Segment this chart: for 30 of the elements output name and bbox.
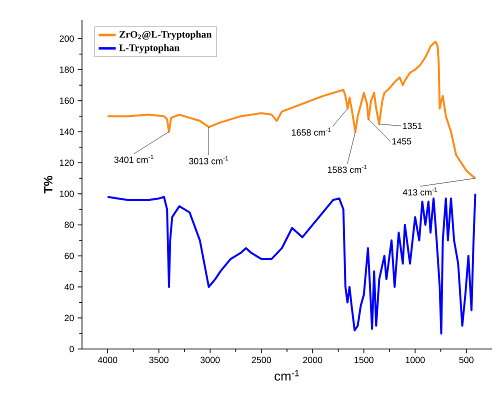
annotation: 1583 cm$^{-1}$	[328, 164, 367, 173]
x-tick-label: 3000	[200, 356, 220, 364]
y-tick-label: 60	[64, 252, 74, 260]
x-tick-label: 3500	[149, 356, 168, 364]
annotation: 1351	[403, 122, 422, 130]
annotation: 1658 cm$^{-1}$	[292, 128, 331, 136]
y-tick-label: 100	[60, 190, 74, 197]
x-tick-label: 4000	[98, 356, 118, 364]
legend-label: ZrO$_{2}$@L-Tryptophan	[119, 30, 212, 40]
y-tick-label: 40	[64, 284, 74, 290]
x-tick-label: 1500	[354, 356, 374, 364]
annotation: 1455	[392, 138, 412, 144]
annotation: 3401 cm$^{-1}$	[114, 154, 154, 163]
annotation: 413 cm$^{-1}$	[402, 187, 438, 196]
x-tick-label: 2500	[252, 356, 271, 364]
y-tick-label: 0	[70, 346, 74, 352]
y-tick-label: 180	[60, 66, 74, 73]
y-tick-label: 80	[64, 222, 74, 228]
x-tick-label: 500	[459, 356, 474, 364]
x-tick-label: 2000	[303, 356, 322, 364]
x-axis-title: cm$^{-1}$	[274, 370, 299, 381]
y-tick-label: 160	[60, 98, 74, 104]
y-tick-label: 120	[60, 160, 74, 166]
y-tick-label: 140	[60, 128, 74, 135]
annotation: 3013 cm$^{-1}$	[189, 156, 228, 164]
x-tick-label: 1000	[406, 356, 425, 364]
y-tick-label: 20	[64, 314, 74, 322]
y-tick-label: 200	[60, 35, 74, 42]
y-axis-title: T%	[44, 176, 52, 194]
legend-label: L-Tryptophan	[119, 44, 180, 54]
